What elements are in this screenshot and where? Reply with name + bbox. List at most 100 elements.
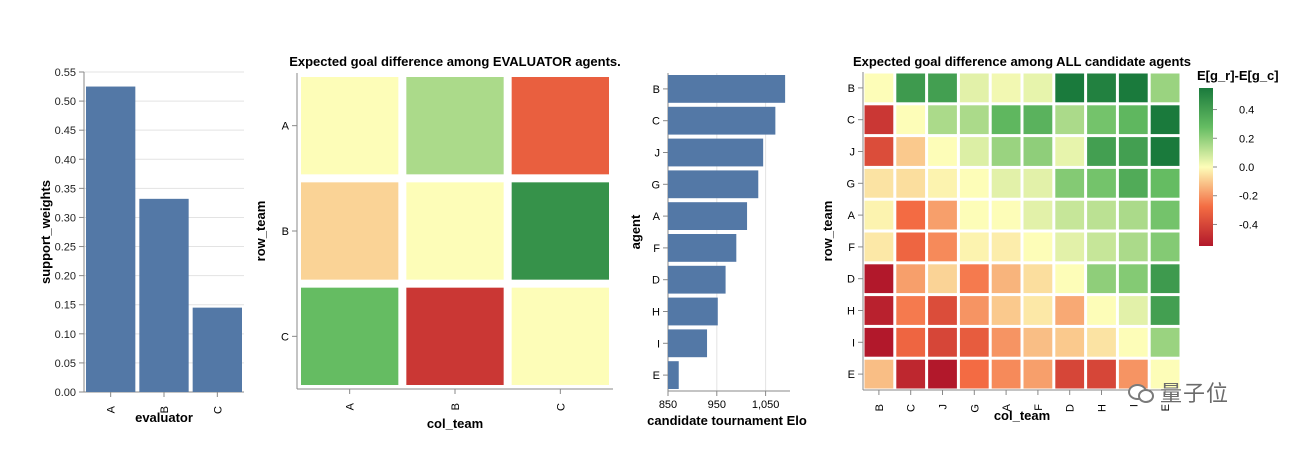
heatmap-cell-B-H bbox=[1087, 73, 1116, 103]
heatmap-cell-C-I bbox=[1118, 105, 1148, 135]
y-tick-label: 0.35 bbox=[55, 183, 76, 195]
heatmap-cell-I-D bbox=[1055, 327, 1085, 357]
heatmap-cell-I-G bbox=[959, 327, 989, 357]
heatmap-cell-A-A bbox=[301, 77, 399, 175]
y-tick-label: D bbox=[847, 274, 855, 286]
heatmap-cell-I-B bbox=[864, 327, 894, 357]
heatmap-cell-H-B bbox=[864, 296, 894, 325]
heatmap-cell-C-G bbox=[959, 105, 989, 135]
bar-E bbox=[668, 361, 679, 389]
heatmap-cell-A-A bbox=[991, 200, 1021, 230]
heatmap-cell-D-J bbox=[928, 264, 957, 294]
heatmap-cell-E-F bbox=[1023, 359, 1053, 389]
heatmap-cell-H-E bbox=[1150, 296, 1180, 325]
heatmap-cell-D-H bbox=[1087, 264, 1116, 294]
x-tick-label: H bbox=[1097, 404, 1109, 412]
y-tick-label: 0.45 bbox=[55, 125, 76, 137]
legend-gradient bbox=[1199, 88, 1213, 246]
heatmap-cell-A-J bbox=[928, 200, 957, 230]
legend-tick-label: -0.4 bbox=[1239, 219, 1258, 231]
x-axis-title: evaluator bbox=[135, 410, 193, 425]
heatmap-cell-H-D bbox=[1055, 296, 1085, 325]
heatmap-cell-F-A bbox=[991, 232, 1021, 262]
heatmap-cell-H-G bbox=[959, 296, 989, 325]
heatmap-cell-E-D bbox=[1055, 359, 1085, 389]
y-tick-label: J bbox=[655, 148, 661, 160]
heatmap-cell-B-E bbox=[1150, 73, 1180, 103]
heatmap-cell-G-G bbox=[959, 168, 989, 198]
x-tick-label: E bbox=[1160, 404, 1172, 411]
y-tick-label: B bbox=[848, 83, 855, 95]
heatmap-cell-I-A bbox=[991, 327, 1021, 357]
heatmap-cell-H-C bbox=[896, 296, 926, 325]
heatmap-cell-J-H bbox=[1087, 137, 1116, 166]
x-tick-label: I bbox=[1128, 404, 1140, 407]
legend-tick-label: 0.4 bbox=[1239, 105, 1254, 117]
heatmap-cell-G-J bbox=[928, 168, 957, 198]
heatmap-cell-B-G bbox=[959, 73, 989, 103]
heatmap-cell-C-F bbox=[1023, 105, 1053, 135]
heatmap-cell-J-J bbox=[928, 137, 957, 166]
y-tick-label: I bbox=[852, 337, 855, 349]
legend-tick-label: -0.2 bbox=[1239, 191, 1258, 203]
heatmap-cell-H-I bbox=[1118, 296, 1148, 325]
heatmap-cell-F-B bbox=[864, 232, 894, 262]
heatmap-cell-F-C bbox=[896, 232, 926, 262]
heatmap-cell-F-J bbox=[928, 232, 957, 262]
heatmap-cell-C-H bbox=[1087, 105, 1116, 135]
heatmap-cell-E-C bbox=[896, 359, 926, 389]
bar-C bbox=[192, 307, 242, 392]
x-tick-label: D bbox=[1065, 404, 1077, 412]
heatmap-cell-C-A bbox=[301, 287, 399, 385]
heatmap-cell-D-C bbox=[896, 264, 926, 294]
heatmap-cell-H-H bbox=[1087, 296, 1116, 325]
x-tick-label: C bbox=[555, 403, 567, 411]
heatmap-cell-E-I bbox=[1118, 359, 1148, 389]
heatmap-cell-B-C bbox=[896, 73, 926, 103]
heatmap-cell-J-C bbox=[896, 137, 926, 166]
watermark-text: 量子位 bbox=[1160, 382, 1230, 407]
y-tick-label: G bbox=[846, 178, 855, 190]
y-tick-label: D bbox=[652, 275, 660, 287]
heatmap-cell-A-F bbox=[1023, 200, 1053, 230]
heatmap-cell-A-C bbox=[511, 77, 609, 175]
bar-A bbox=[86, 86, 136, 392]
y-tick-label: F bbox=[848, 242, 855, 254]
heatmap-cell-H-F bbox=[1023, 296, 1053, 325]
heatmap-cell-A-G bbox=[959, 200, 989, 230]
bar-B bbox=[668, 75, 786, 103]
heatmap-cell-J-G bbox=[959, 137, 989, 166]
heatmap-cell-C-B bbox=[406, 287, 504, 385]
heatmap-cell-E-E bbox=[1150, 359, 1180, 389]
y-tick-label: 0.40 bbox=[55, 154, 76, 166]
y-tick-label: B bbox=[282, 226, 289, 238]
heatmap-cell-J-F bbox=[1023, 137, 1053, 166]
x-axis-title: candidate tournament Elo bbox=[647, 413, 807, 428]
heatmap-cell-G-F bbox=[1023, 168, 1053, 198]
heatmap-cell-I-E bbox=[1150, 327, 1180, 357]
legend-tick-label: 0.2 bbox=[1239, 133, 1254, 145]
x-tick-label: 850 bbox=[659, 399, 677, 411]
x-tick-label: C bbox=[906, 404, 918, 412]
y-axis-title: agent bbox=[628, 214, 643, 249]
x-tick-label: G bbox=[969, 404, 981, 413]
heatmap-cell-C-B bbox=[864, 105, 894, 135]
heatmap-cell-D-G bbox=[959, 264, 989, 294]
heatmap-cell-E-A bbox=[991, 359, 1021, 389]
heatmap-cell-I-I bbox=[1118, 327, 1148, 357]
y-tick-label: 0.20 bbox=[55, 271, 76, 283]
heatmap-cell-E-B bbox=[864, 359, 894, 389]
heatmap-cell-J-B bbox=[864, 137, 894, 166]
heatmap-cell-F-H bbox=[1087, 232, 1116, 262]
heatmap-cell-F-F bbox=[1023, 232, 1053, 262]
heatmap-title: Expected goal difference among EVALUATOR… bbox=[289, 54, 621, 69]
heatmap-cell-G-B bbox=[864, 168, 894, 198]
heatmap-cell-C-C bbox=[896, 105, 926, 135]
heatmap-cell-B-J bbox=[928, 73, 957, 103]
heatmap-cell-D-A bbox=[991, 264, 1021, 294]
heatmap-cell-I-H bbox=[1087, 327, 1116, 357]
y-tick-label: H bbox=[652, 307, 660, 319]
x-tick-label: B bbox=[159, 406, 171, 413]
y-axis-title: support_weights bbox=[38, 180, 53, 284]
